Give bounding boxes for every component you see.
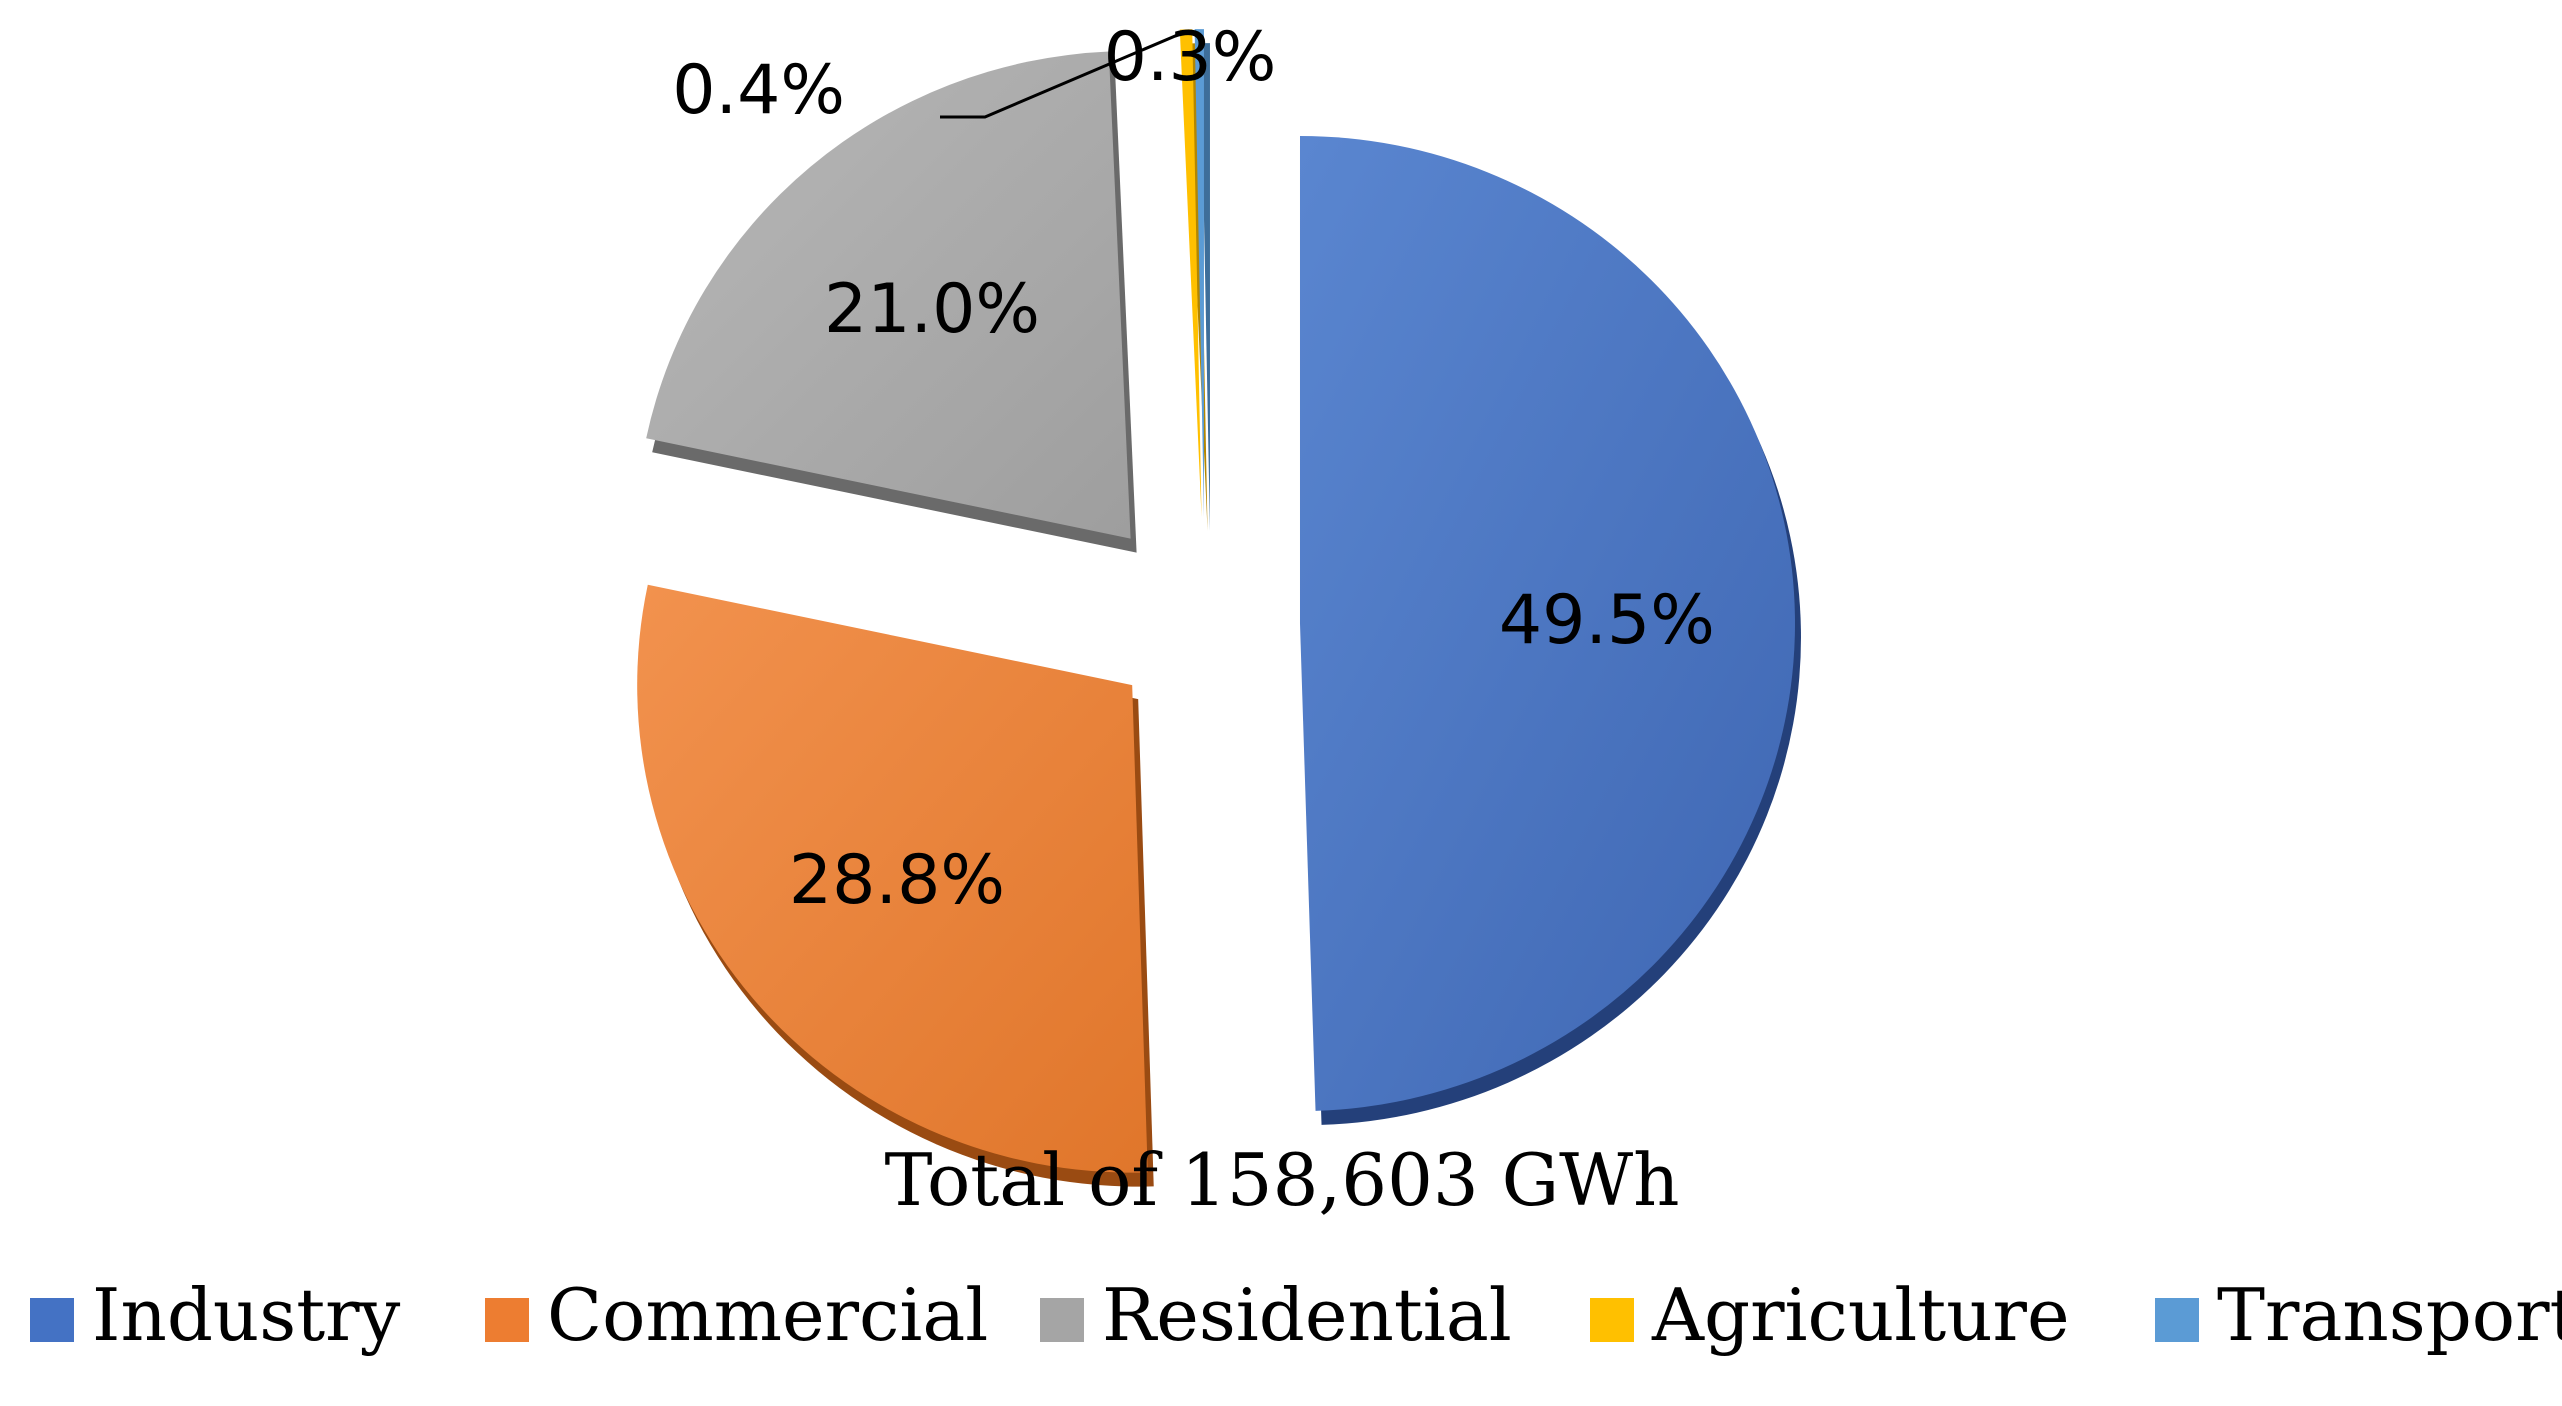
chart-subtitle: Total of 158,603 GWh bbox=[885, 1138, 1680, 1222]
legend-item-commercial: Commercial bbox=[485, 1273, 988, 1357]
slices-group bbox=[637, 29, 1795, 1173]
legend-label-agriculture: Agriculture bbox=[1651, 1273, 2070, 1357]
legend-swatch-industry bbox=[30, 1298, 74, 1342]
legend-label-residential: Residential bbox=[1102, 1273, 1512, 1357]
legend-label-industry: Industry bbox=[92, 1273, 401, 1357]
data-label-transport: 0.3% bbox=[1104, 18, 1277, 97]
legend: Industry Commercial Residential Agriculture… bbox=[30, 1273, 2562, 1357]
data-label-industry: 49.5% bbox=[1499, 581, 1715, 660]
legend-item-residential: Residential bbox=[1040, 1273, 1512, 1357]
legend-label-transport: Transport bbox=[2217, 1273, 2562, 1357]
legend-item-industry: Industry bbox=[30, 1273, 401, 1357]
data-label-residential: 21.0% bbox=[824, 270, 1040, 349]
legend-swatch-residential bbox=[1040, 1298, 1084, 1342]
leader-lines bbox=[940, 29, 1187, 119]
legend-swatch-agriculture bbox=[1590, 1298, 1634, 1342]
legend-item-transport: Transport bbox=[2155, 1273, 2562, 1357]
legend-swatch-transport bbox=[2155, 1298, 2199, 1342]
data-label-commercial: 28.8% bbox=[789, 841, 1005, 920]
legend-label-commercial: Commercial bbox=[547, 1273, 988, 1357]
data-label-agriculture: 0.4% bbox=[672, 51, 845, 130]
legend-swatch-commercial bbox=[485, 1298, 529, 1342]
leader-line-agriculture bbox=[940, 29, 1187, 119]
pie-slice-transport bbox=[1194, 29, 1204, 517]
pie-slice-residential bbox=[646, 51, 1131, 539]
data-labels: 49.5% 28.8% 21.0% 0.4% 0.3% bbox=[672, 18, 1715, 920]
pie-slice-agriculture bbox=[1179, 29, 1202, 517]
pie-slice-commercial bbox=[637, 584, 1148, 1173]
legend-item-agriculture: Agriculture bbox=[1590, 1273, 2070, 1357]
pie-slice-industry bbox=[1299, 135, 1795, 1111]
